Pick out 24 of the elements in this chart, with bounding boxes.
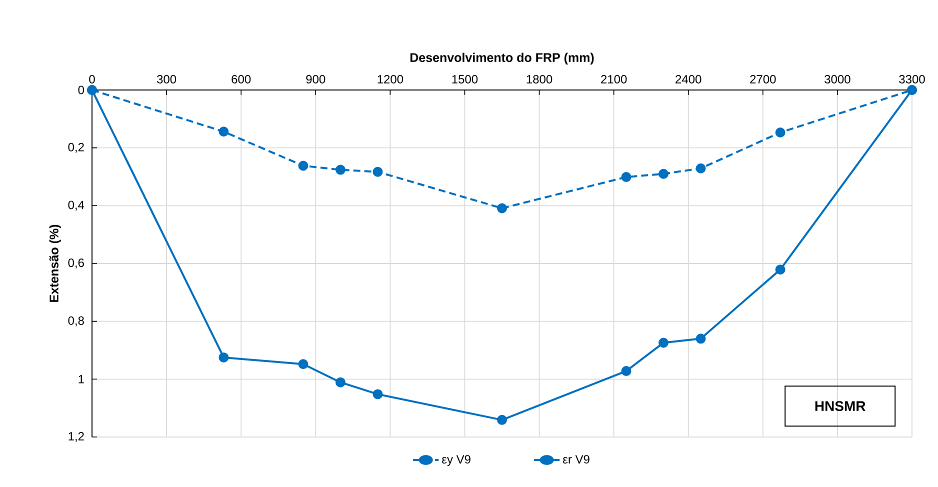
x-tick-label: 3000 (824, 74, 850, 84)
y-tick-label: 0,6 (68, 258, 84, 268)
x-tick-label: 600 (232, 74, 251, 84)
y-axis-title: Extensão (%) (49, 224, 61, 302)
x-tick-label: 900 (306, 74, 326, 84)
x-tick-label: 1800 (526, 74, 552, 84)
x-tick-label: 2700 (750, 74, 776, 84)
y-tick-label: 0,2 (68, 142, 84, 153)
x-tick-label: 1200 (378, 74, 404, 84)
x-tick-label: 3300 (899, 74, 925, 84)
x-axis-title: Desenvolvimento do FRP (mm) (410, 52, 594, 64)
y-tick-label: 1,2 (68, 432, 84, 442)
x-tick-label: 2100 (601, 74, 627, 84)
x-tick-label: 2400 (676, 74, 702, 84)
y-tick-label: 0,8 (68, 316, 84, 326)
annotation: HNSMR (815, 401, 866, 412)
y-tick-label: 0,4 (68, 200, 84, 211)
legend-label: εy V9 (442, 455, 470, 466)
x-tick-label: 1500 (452, 74, 478, 84)
y-tick-label: 1 (78, 375, 84, 384)
legend-label: εr V9 (563, 455, 590, 464)
y-tick-label: 0 (78, 86, 84, 94)
x-tick-label: 300 (156, 74, 176, 84)
x-tick-label: 0 (89, 74, 95, 84)
